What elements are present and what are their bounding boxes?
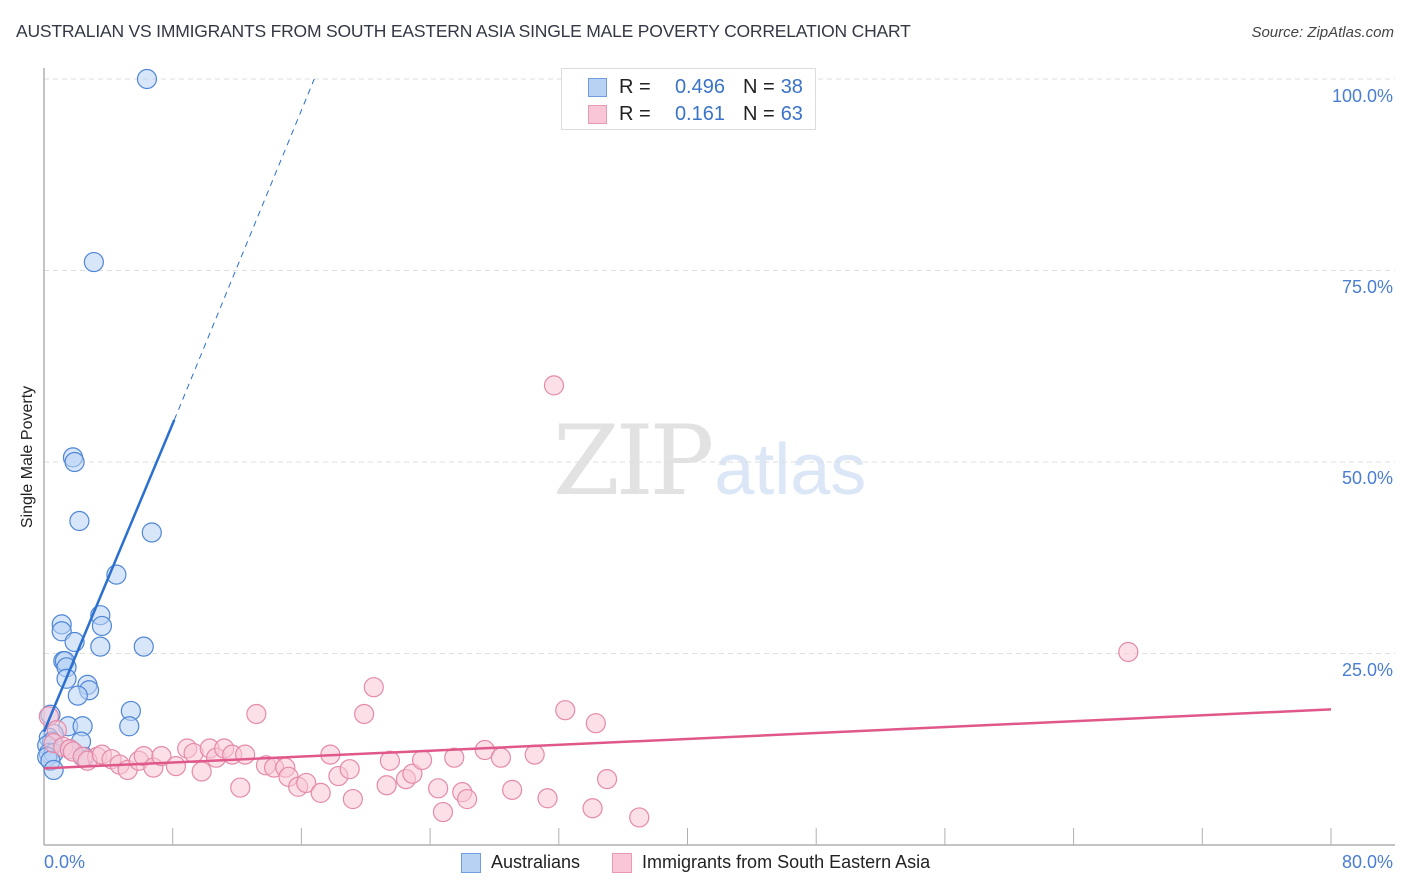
data-point — [457, 788, 478, 810]
data-point — [1118, 641, 1139, 663]
data-point — [246, 703, 267, 725]
trend-extension-australians — [173, 78, 315, 421]
data-point — [537, 788, 558, 809]
data-point — [296, 772, 317, 794]
data-point — [151, 746, 172, 767]
blue-swatch-icon — [588, 77, 607, 97]
watermark: ZIPatlas — [553, 405, 866, 517]
data-point — [582, 798, 603, 819]
legend-label: Australians — [491, 852, 581, 872]
pink-swatch-icon — [612, 852, 633, 873]
data-point — [411, 749, 433, 771]
series-australians — [37, 68, 162, 781]
watermark-atlas: atlas — [714, 430, 867, 510]
data-point — [585, 713, 606, 734]
data-point — [83, 251, 104, 273]
data-point — [555, 700, 576, 721]
r-value: 0.496 — [674, 75, 725, 98]
data-point — [234, 744, 256, 765]
y-tick-50: 50.0% — [1341, 468, 1393, 488]
data-point — [444, 747, 465, 768]
data-point — [428, 778, 449, 799]
watermark-zip: ZIP — [553, 405, 714, 517]
data-point — [67, 685, 88, 706]
n-label: N = — [743, 102, 775, 125]
correlation-legend: R = 0.496 N = 38 R = 0.161 N = 63 — [561, 68, 816, 130]
x-tick-max: 80.0% — [1341, 852, 1393, 872]
legend-item-immigrants: Immigrants from South Eastern Asia — [612, 852, 930, 873]
gridlines — [44, 78, 1395, 654]
data-point — [379, 750, 400, 771]
data-point — [310, 782, 331, 804]
blue-swatch-icon — [461, 852, 481, 873]
axes — [43, 68, 1395, 846]
data-point — [502, 779, 523, 800]
data-point — [376, 775, 397, 796]
data-point — [64, 451, 85, 473]
data-point — [191, 761, 212, 782]
data-point — [596, 769, 618, 790]
legend-row-australians: R = 0.496 N = 38 — [588, 75, 803, 99]
data-point — [543, 375, 565, 396]
data-point — [432, 801, 454, 823]
data-point — [354, 703, 375, 725]
data-point — [119, 716, 140, 737]
trend-line-australians — [42, 419, 176, 733]
data-point — [43, 759, 64, 781]
y-tick-75: 75.0% — [1341, 277, 1393, 297]
data-point — [136, 68, 158, 90]
data-point — [342, 788, 363, 810]
y-tick-100: 100.0% — [1331, 86, 1393, 106]
data-point — [141, 522, 162, 543]
data-point — [133, 636, 154, 657]
r-label: R = — [619, 102, 651, 125]
series-legend: Australians Immigrants from South Easter… — [461, 852, 962, 873]
data-point — [629, 807, 650, 828]
x-tick-min: 0.0% — [44, 852, 86, 872]
r-label: R = — [619, 75, 651, 98]
y-tick-25: 25.0% — [1341, 660, 1393, 680]
trend-line-immigrants — [43, 708, 1332, 770]
series-immigrants — [38, 375, 1139, 828]
data-point — [165, 756, 187, 777]
data-point — [69, 510, 90, 532]
y-axis-label: Single Male Poverty — [19, 385, 36, 529]
n-value: 38 — [780, 75, 803, 98]
data-point — [490, 747, 511, 768]
n-label: N = — [743, 75, 775, 98]
data-point — [474, 739, 495, 761]
data-point — [402, 763, 423, 784]
data-point — [90, 636, 111, 657]
trend-lines — [42, 78, 1332, 770]
source-label: Source: ZipAtlas.com — [1251, 24, 1394, 41]
data-point — [91, 615, 113, 637]
legend-label: Immigrants from South Eastern Asia — [642, 852, 931, 872]
data-point — [230, 777, 251, 798]
n-value: 63 — [780, 102, 803, 125]
chart-title: AUSTRALIAN VS IMMIGRANTS FROM SOUTH EAST… — [16, 21, 911, 41]
pink-swatch-icon — [588, 104, 607, 124]
legend-row-immigrants: R = 0.161 N = 63 — [588, 102, 803, 126]
data-point — [363, 677, 384, 698]
data-point — [339, 759, 360, 780]
data-point — [524, 744, 545, 765]
legend-item-australians: Australians — [461, 852, 580, 873]
r-value: 0.161 — [674, 102, 725, 125]
